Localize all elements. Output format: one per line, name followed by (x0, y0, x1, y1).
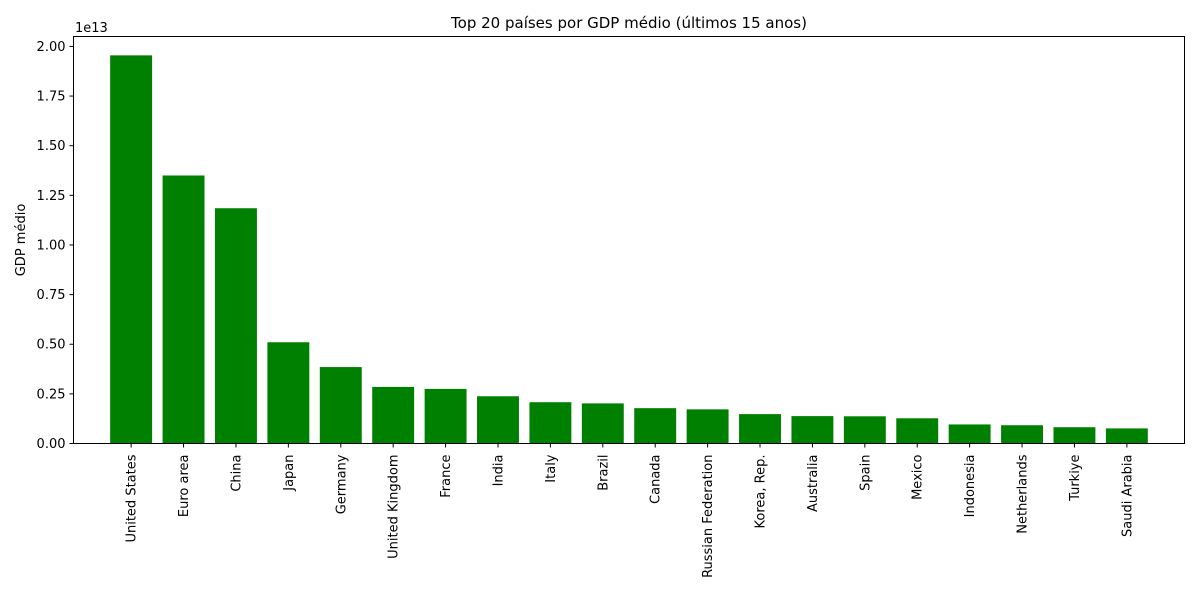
bars-group (110, 55, 1148, 444)
y-axis-ticks: 0.00 0.25 0.50 0.75 1.00 1.25 1.50 1.75 2.00 (37, 40, 74, 452)
x-tick-label: Spain (858, 455, 873, 491)
bar-indonesia (948, 424, 991, 444)
x-tick-label: Australia (806, 455, 821, 513)
y-tick-label: 0.00 (37, 437, 66, 452)
bar-italy (529, 402, 572, 444)
y-tick-label: 0.75 (37, 288, 66, 303)
bar-china (214, 208, 257, 444)
bar-canada (634, 408, 677, 444)
bar-euro-area (162, 175, 205, 444)
y-axis-label: GDP médio (14, 204, 29, 277)
bar-united-states (110, 55, 153, 444)
x-tick-label: Canada (649, 455, 664, 504)
x-tick-label: Korea, Rep. (754, 455, 769, 529)
x-tick-label: Mexico (911, 454, 926, 499)
x-tick-label: Saudi Arabia (1120, 455, 1135, 538)
x-tick-label: United Kingdom (387, 455, 402, 559)
y-axis-offset-label: 1e13 (75, 21, 108, 36)
y-tick-label: 1.75 (37, 90, 66, 105)
x-tick-label: China (229, 455, 244, 492)
x-tick-label: India (491, 455, 506, 487)
y-tick-label: 2.00 (37, 40, 66, 55)
bar-australia (791, 416, 834, 444)
bar-russian-federation (686, 409, 729, 444)
bar-mexico (896, 418, 939, 444)
bar-spain (843, 416, 886, 444)
bar-france (424, 388, 467, 444)
x-tick-label: Germany (334, 454, 349, 514)
x-tick-label: Netherlands (1016, 454, 1031, 533)
bar-turkiye (1053, 427, 1096, 444)
y-tick-label: 0.50 (37, 338, 66, 353)
x-tick-label: Turkiye (1068, 455, 1083, 502)
chart-title: Top 20 países por GDP médio (últimos 15 … (450, 14, 807, 32)
bar-brazil (581, 403, 624, 444)
y-tick-label: 0.25 (37, 387, 66, 402)
x-tick-label: France (439, 455, 454, 498)
y-tick-label: 1.00 (37, 238, 66, 253)
bar-india (477, 396, 519, 444)
bar-germany (319, 367, 362, 444)
plot-area-frame (73, 36, 1185, 444)
x-tick-label: Euro area (177, 455, 192, 518)
y-tick-label: 1.50 (37, 139, 66, 154)
bar-saudi-arabia (1105, 428, 1148, 444)
bar-united-kingdom (372, 386, 415, 444)
x-tick-label: Japan (282, 455, 297, 492)
bar-netherlands (1001, 425, 1044, 444)
y-tick-label: 1.25 (37, 189, 66, 204)
x-tick-label: Russian Federation (701, 455, 716, 578)
bar-korea-rep- (739, 414, 781, 444)
x-tick-label: Italy (544, 454, 559, 483)
x-tick-label: Brazil (596, 455, 611, 491)
x-tick-label: United States (125, 454, 140, 542)
bar-japan (267, 342, 310, 444)
x-axis-ticks: United States Euro area China Japan Germany U… (125, 443, 1135, 578)
x-tick-label: Indonesia (963, 455, 978, 518)
